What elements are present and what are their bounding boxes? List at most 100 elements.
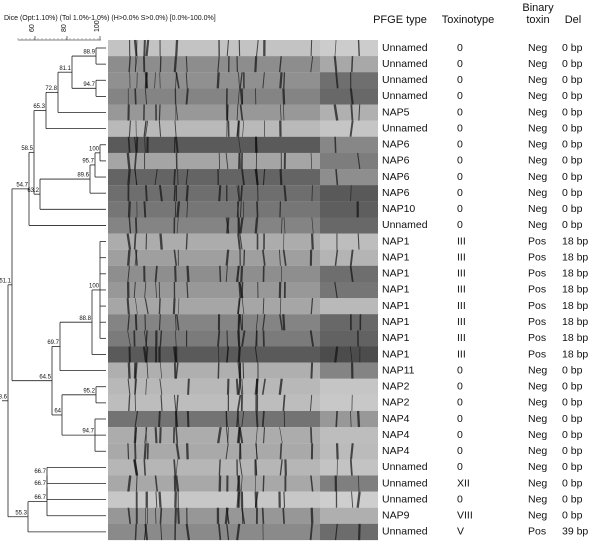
toxinotype: III bbox=[457, 348, 466, 360]
binary-toxin: Neg bbox=[528, 493, 547, 505]
gel-band bbox=[261, 378, 266, 396]
gel-band bbox=[173, 185, 176, 202]
gel-shade bbox=[320, 427, 378, 444]
pfge-type: NAP9 bbox=[382, 510, 410, 522]
gel-band bbox=[240, 265, 244, 283]
gel-shade bbox=[320, 523, 378, 541]
pfge-type: Unnamed bbox=[382, 493, 428, 505]
gel-band bbox=[175, 136, 179, 154]
gel-shade bbox=[320, 394, 378, 412]
gel-lane bbox=[108, 104, 378, 121]
gel-band bbox=[145, 120, 149, 137]
gel-band bbox=[143, 443, 147, 460]
deletion: 0 bp bbox=[562, 139, 583, 151]
gel-band bbox=[241, 298, 245, 315]
gel-band bbox=[127, 443, 130, 460]
gel-band bbox=[154, 475, 159, 492]
gel-band bbox=[333, 56, 338, 73]
gel-band bbox=[237, 362, 241, 379]
gel-band bbox=[135, 217, 138, 234]
binary-toxin: Neg bbox=[528, 187, 547, 199]
gel-shade bbox=[320, 40, 378, 57]
gel-band bbox=[134, 88, 137, 105]
binary-toxin: Neg bbox=[528, 171, 547, 183]
binary-toxin: Neg bbox=[528, 510, 547, 522]
gel-band bbox=[235, 378, 239, 395]
toxinotype: 0 bbox=[457, 106, 463, 118]
gel-band bbox=[128, 120, 131, 137]
gel-band bbox=[145, 39, 150, 57]
gel-band bbox=[236, 410, 239, 428]
gel-band bbox=[226, 346, 229, 363]
binary-toxin: Pos bbox=[528, 332, 546, 344]
gel-band bbox=[154, 265, 158, 283]
gel-band bbox=[278, 56, 282, 73]
gel-band bbox=[134, 249, 138, 266]
gel-band bbox=[310, 362, 314, 379]
gel-shade bbox=[320, 120, 378, 137]
gel-band bbox=[175, 443, 181, 460]
gel-band bbox=[126, 152, 131, 170]
binary-toxin: Neg bbox=[528, 461, 547, 473]
pfge-type: Unnamed bbox=[382, 122, 428, 134]
gel-band bbox=[278, 378, 283, 396]
gel-band bbox=[176, 217, 179, 234]
gel-band bbox=[160, 523, 163, 541]
node-label: 51.1 bbox=[0, 278, 12, 284]
deletion: 18 bp bbox=[562, 235, 588, 247]
gel-band bbox=[310, 152, 313, 170]
gel-band bbox=[219, 265, 222, 283]
gel-band bbox=[225, 507, 230, 525]
gel-band bbox=[144, 523, 149, 541]
gel-shade bbox=[320, 152, 378, 170]
node-label: 81.1 bbox=[59, 66, 71, 72]
gel-band bbox=[145, 346, 149, 363]
pfge-type: NAP5 bbox=[382, 106, 410, 118]
gel-band bbox=[282, 507, 285, 525]
gel-band bbox=[349, 88, 354, 105]
gel-band bbox=[309, 330, 315, 347]
binary-toxin: Pos bbox=[528, 251, 546, 263]
gel-shade bbox=[320, 378, 378, 395]
node-label: 58.5 bbox=[21, 146, 33, 152]
gel-band bbox=[185, 233, 188, 250]
gel-band bbox=[186, 281, 189, 299]
gel-band bbox=[176, 314, 180, 331]
gel-band bbox=[238, 185, 240, 202]
gel-band bbox=[155, 491, 158, 508]
gel-lane bbox=[108, 152, 378, 170]
gel-band bbox=[173, 459, 177, 476]
deletion: 0 bp bbox=[562, 364, 583, 376]
gel-band bbox=[173, 394, 177, 412]
gel-band bbox=[254, 491, 259, 508]
toxinotype: III bbox=[457, 235, 466, 247]
gel-band bbox=[135, 298, 138, 315]
gel-band bbox=[135, 136, 139, 154]
gel-band bbox=[283, 217, 286, 234]
gel-band bbox=[239, 88, 244, 105]
gel-band bbox=[133, 233, 137, 250]
gel-band bbox=[176, 201, 181, 218]
pfge-type: NAP1 bbox=[382, 316, 410, 328]
pfge-type: NAP2 bbox=[382, 397, 410, 409]
gel-shade bbox=[320, 410, 378, 428]
pfge-type: NAP11 bbox=[382, 364, 415, 376]
toxinotype: 0 bbox=[457, 58, 463, 70]
gel-band bbox=[128, 217, 132, 234]
gel-band bbox=[134, 378, 138, 395]
header-title: Dice (Opt:1.10%) (Tol 1.0%-1.0%) (H>0.0%… bbox=[4, 15, 216, 22]
gel-band bbox=[357, 152, 361, 170]
gel-band bbox=[279, 168, 283, 186]
gel-band bbox=[186, 265, 190, 283]
gel-band bbox=[145, 427, 148, 444]
pfge-type: NAP6 bbox=[382, 171, 410, 183]
gel-band bbox=[175, 459, 178, 476]
gel-band bbox=[154, 427, 158, 444]
gel-band bbox=[127, 330, 131, 347]
gel-band bbox=[160, 394, 163, 412]
deletion: 0 bp bbox=[562, 219, 583, 231]
gel-band bbox=[334, 249, 339, 266]
gel-lane bbox=[108, 378, 378, 395]
toxinotype: 0 bbox=[457, 461, 463, 473]
node-label: 100 bbox=[89, 284, 100, 290]
